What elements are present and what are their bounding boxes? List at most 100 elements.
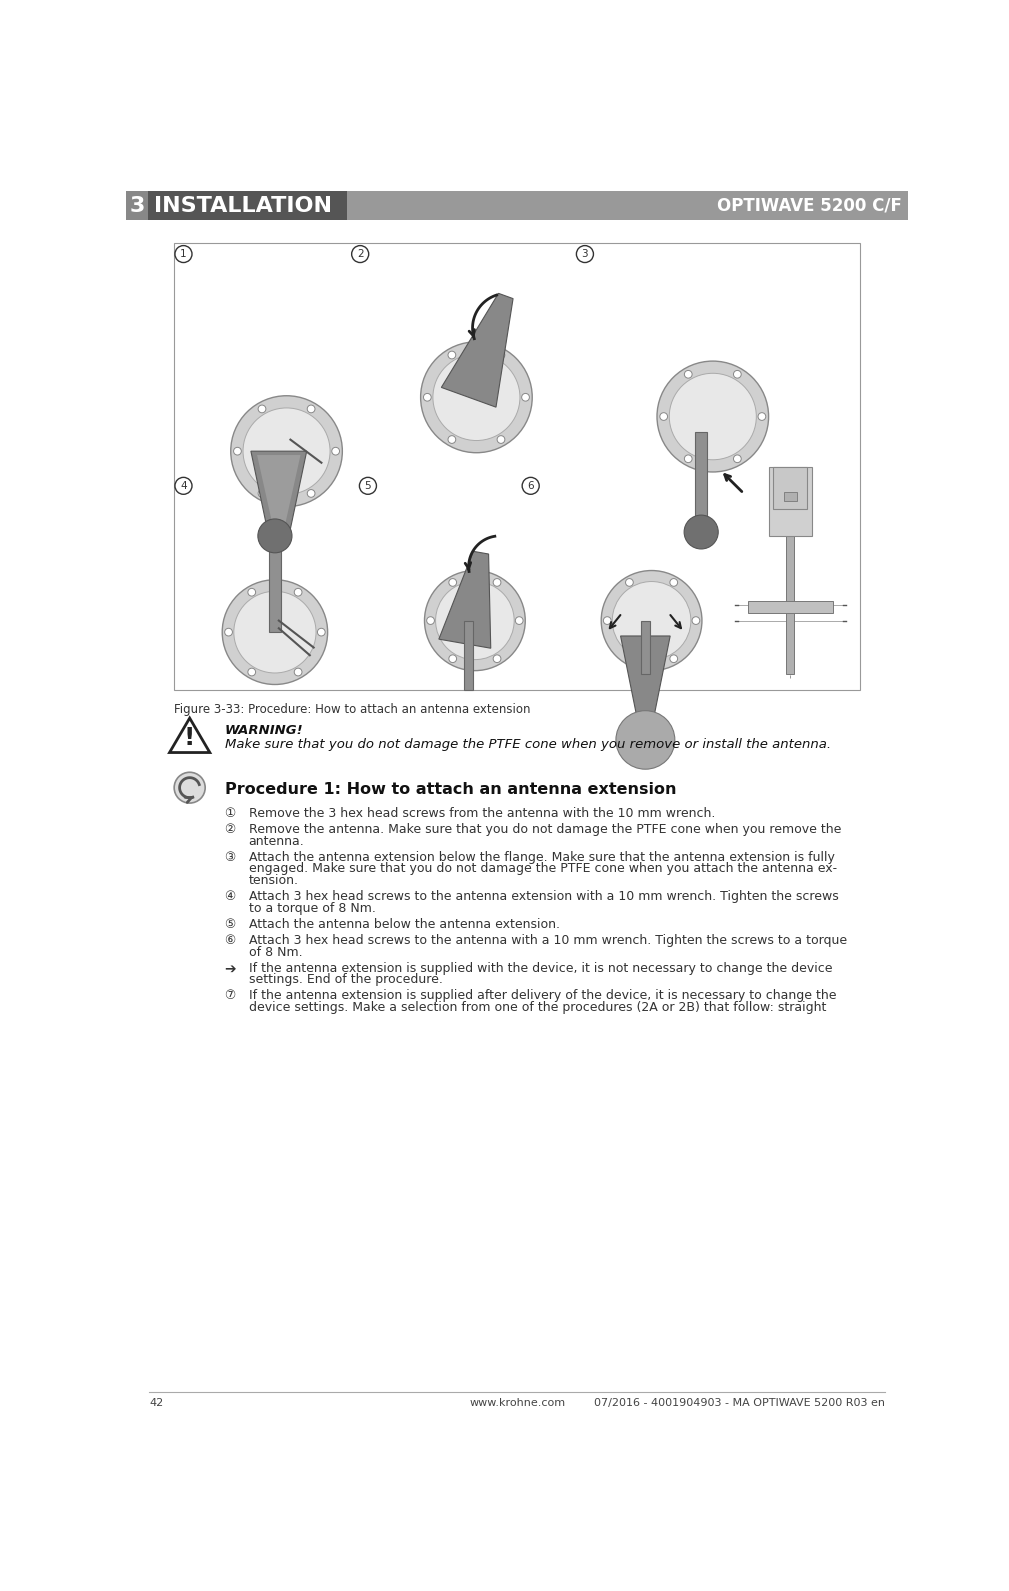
Text: 6: 6 <box>528 480 534 492</box>
Text: 42: 42 <box>149 1397 163 1408</box>
Text: 4: 4 <box>181 480 187 492</box>
Circle shape <box>433 355 520 441</box>
Circle shape <box>670 579 678 587</box>
Text: ④: ④ <box>225 889 236 904</box>
Text: OPTIWAVE 5200 C/F: OPTIWAVE 5200 C/F <box>717 197 902 215</box>
Text: Attach the antenna below the antenna extension.: Attach the antenna below the antenna ext… <box>248 918 560 931</box>
Circle shape <box>258 406 266 412</box>
Circle shape <box>233 447 241 455</box>
Text: Attach 3 hex head screws to the antenna extension with a 10 mm wrench. Tighten t: Attach 3 hex head screws to the antenna … <box>248 889 838 904</box>
Text: ①: ① <box>225 807 236 819</box>
Circle shape <box>231 396 342 506</box>
Circle shape <box>427 617 435 624</box>
Text: INSTALLATION: INSTALLATION <box>154 196 332 215</box>
Text: 3: 3 <box>581 250 588 259</box>
Circle shape <box>670 655 678 662</box>
Bar <box>769 466 812 536</box>
Circle shape <box>669 374 757 460</box>
Circle shape <box>352 245 368 263</box>
Text: settings. End of the procedure.: settings. End of the procedure. <box>248 974 443 986</box>
Text: ③: ③ <box>225 851 236 864</box>
Circle shape <box>175 245 192 263</box>
Circle shape <box>318 628 325 636</box>
Circle shape <box>234 592 316 673</box>
Text: ⑥: ⑥ <box>225 934 236 947</box>
Bar <box>126 191 908 220</box>
Circle shape <box>692 617 700 624</box>
Circle shape <box>684 515 718 549</box>
Circle shape <box>449 655 457 662</box>
Circle shape <box>626 579 634 587</box>
Polygon shape <box>621 636 670 713</box>
Circle shape <box>307 490 315 498</box>
Bar <box>784 492 796 501</box>
Circle shape <box>222 579 328 684</box>
Circle shape <box>497 436 504 444</box>
Polygon shape <box>251 452 307 539</box>
Circle shape <box>734 371 742 379</box>
Circle shape <box>295 589 302 597</box>
Circle shape <box>615 711 675 768</box>
Text: ➔: ➔ <box>225 961 236 975</box>
Text: tension.: tension. <box>248 873 299 886</box>
Polygon shape <box>441 293 513 407</box>
Circle shape <box>449 579 457 587</box>
Circle shape <box>684 455 692 463</box>
Bar <box>126 191 347 220</box>
Circle shape <box>332 447 340 455</box>
Circle shape <box>493 579 500 587</box>
Circle shape <box>576 245 593 263</box>
Text: Attach the antenna extension below the flange. Make sure that the antenna extens: Attach the antenna extension below the f… <box>248 851 834 864</box>
Circle shape <box>175 772 205 803</box>
Text: 2: 2 <box>357 250 363 259</box>
Circle shape <box>258 519 292 552</box>
Polygon shape <box>257 455 301 531</box>
Polygon shape <box>170 718 210 753</box>
Circle shape <box>421 342 532 453</box>
Circle shape <box>175 477 192 495</box>
Text: of 8 Nm.: of 8 Nm. <box>248 945 303 958</box>
Circle shape <box>660 412 668 420</box>
Circle shape <box>448 436 456 444</box>
Text: Procedure 1: How to attach an antenna extension: Procedure 1: How to attach an antenna ex… <box>225 783 676 797</box>
Bar <box>268 536 282 632</box>
Circle shape <box>516 617 523 624</box>
Bar <box>641 620 650 675</box>
Circle shape <box>436 582 515 660</box>
Text: 5: 5 <box>364 480 371 492</box>
Text: Remove the 3 hex head screws from the antenna with the 10 mm wrench.: Remove the 3 hex head screws from the an… <box>248 807 715 819</box>
Text: to a torque of 8 Nm.: to a torque of 8 Nm. <box>248 902 375 915</box>
Text: Make sure that you do not damage the PTFE cone when you remove or install the an: Make sure that you do not damage the PTF… <box>225 738 830 751</box>
Circle shape <box>657 361 769 473</box>
Text: ⑦: ⑦ <box>225 990 236 1002</box>
Text: engaged. Make sure that you do not damage the PTFE cone when you attach the ante: engaged. Make sure that you do not damag… <box>248 862 836 875</box>
Bar <box>464 620 473 690</box>
Circle shape <box>258 490 266 498</box>
Circle shape <box>493 655 500 662</box>
Circle shape <box>307 406 315 412</box>
Circle shape <box>522 477 539 495</box>
Text: Remove the antenna. Make sure that you do not damage the PTFE cone when you remo: Remove the antenna. Make sure that you d… <box>248 823 840 837</box>
Bar <box>695 431 707 531</box>
Circle shape <box>448 352 456 360</box>
Text: 1: 1 <box>181 250 187 259</box>
Circle shape <box>522 393 530 401</box>
Bar <box>126 191 148 220</box>
Text: ②: ② <box>225 823 236 837</box>
Text: !: ! <box>184 727 196 751</box>
Text: 07/2016 - 4001904903 - MA OPTIWAVE 5200 R03 en: 07/2016 - 4001904903 - MA OPTIWAVE 5200 … <box>594 1397 885 1408</box>
Bar <box>786 498 794 675</box>
Bar <box>773 466 807 509</box>
Circle shape <box>248 589 255 597</box>
Text: antenna.: antenna. <box>248 835 305 848</box>
Circle shape <box>425 571 526 671</box>
Circle shape <box>684 371 692 379</box>
Bar <box>175 243 860 690</box>
Circle shape <box>248 668 255 676</box>
Text: ⑤: ⑤ <box>225 918 236 931</box>
Text: If the antenna extension is supplied after delivery of the device, it is necessa: If the antenna extension is supplied aft… <box>248 990 836 1002</box>
Circle shape <box>603 617 611 624</box>
Circle shape <box>758 412 766 420</box>
Circle shape <box>734 455 742 463</box>
Circle shape <box>424 393 431 401</box>
